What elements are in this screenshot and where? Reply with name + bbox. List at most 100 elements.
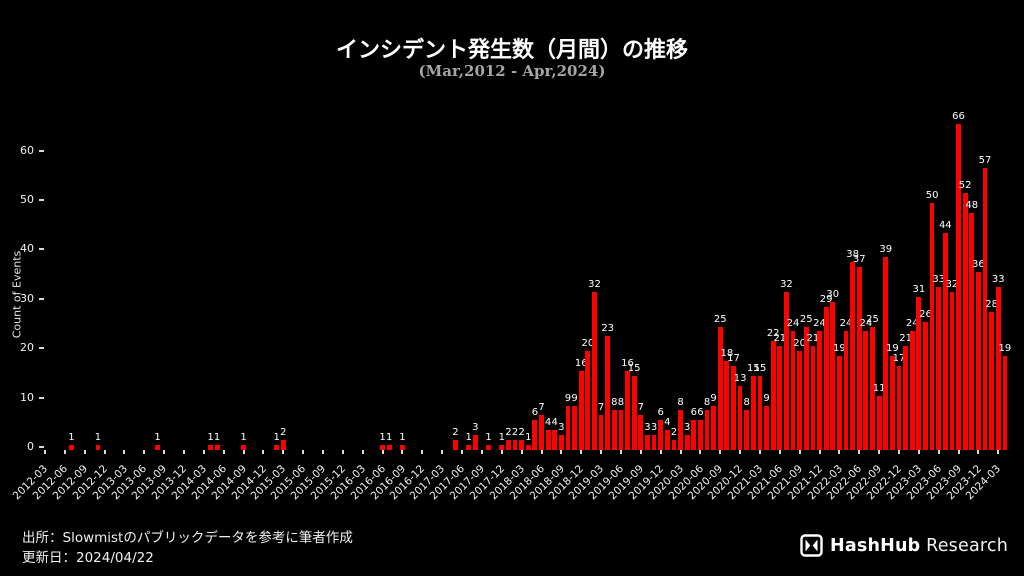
bar-value-label: 2	[452, 427, 459, 439]
bar-value-label: 2	[511, 427, 519, 439]
bar-2023-04	[923, 321, 928, 450]
bar-value-label: 19	[998, 343, 1012, 355]
bar-2022-06	[856, 267, 862, 450]
bar-value-label: 4	[551, 417, 558, 429]
bar-2021-03	[757, 375, 763, 450]
bar-value-label: 31	[912, 283, 926, 295]
bar-value-label: 24	[839, 318, 853, 330]
x-tick-mark	[163, 450, 166, 454]
bar-2018-02	[512, 440, 518, 450]
bar-value-label: 36	[972, 259, 985, 271]
x-tick-mark	[441, 450, 444, 454]
bar-value-label: 3	[644, 422, 651, 434]
bar-2020-02	[671, 440, 677, 450]
bar-value-label: 6	[531, 407, 539, 419]
x-tick-mark	[560, 450, 563, 454]
bar-2019-03	[598, 415, 604, 450]
bar-value-label: 33	[991, 273, 1005, 285]
bar-2019-11	[651, 435, 657, 450]
bar-value-label: 8	[703, 397, 711, 409]
x-tick-mark	[639, 450, 642, 454]
bar-2022-12	[896, 366, 902, 450]
bar-value-label: 21	[899, 333, 912, 345]
x-tick-mark	[83, 450, 86, 454]
x-tick-mark	[758, 450, 761, 454]
bar-2018-03	[519, 440, 525, 450]
bar-2017-07	[466, 445, 472, 450]
bar-value-label: 9	[710, 392, 717, 404]
bar-2017-05	[453, 440, 458, 450]
x-tick-mark	[500, 450, 503, 454]
x-tick-mark	[183, 450, 186, 454]
bar-value-label: 22	[766, 328, 780, 340]
bar-value-label: 1	[213, 432, 221, 444]
bar-value-label: 9	[763, 392, 770, 404]
bar-value-label: 18	[720, 348, 734, 360]
bar-2020-03	[678, 410, 683, 450]
bar-value-label: 8	[611, 397, 618, 409]
bar-2020-04	[684, 435, 690, 450]
bar-2022-07	[863, 331, 869, 450]
bar-2012-11	[95, 445, 101, 450]
bar-2018-08	[552, 430, 558, 450]
bar-value-label: 1	[273, 432, 280, 444]
bar-2016-07	[386, 445, 392, 450]
bar-value-label: 38	[846, 249, 859, 261]
y-tick-mark	[39, 248, 44, 251]
y-tick-mark	[39, 297, 44, 300]
bar-2016-09	[400, 445, 405, 450]
logo-text: HashHub Research	[830, 536, 1008, 556]
x-tick-mark	[202, 450, 205, 454]
x-tick-mark	[540, 450, 543, 454]
bar-2021-11	[810, 346, 816, 450]
bar-2021-01	[744, 410, 750, 450]
bar-2020-05	[691, 420, 697, 450]
bar-2024-04	[1002, 356, 1008, 450]
bar-value-label: 3	[558, 422, 565, 434]
x-tick-mark	[461, 450, 464, 454]
bar-2023-03	[916, 296, 922, 450]
x-tick-mark	[619, 450, 622, 454]
bar-2021-12	[817, 331, 822, 450]
y-tick-mark	[39, 347, 44, 350]
bar-value-label: 66	[952, 110, 965, 122]
bar-value-label: 16	[621, 357, 634, 369]
bar-value-label: 23	[601, 323, 615, 335]
bar-value-label: 7	[637, 402, 644, 414]
bar-2019-09	[638, 415, 644, 450]
bar-2020-07	[704, 410, 710, 450]
bar-value-label: 7	[538, 402, 545, 414]
x-tick-mark	[739, 450, 742, 454]
x-tick-mark	[361, 450, 364, 454]
x-tick-mark	[222, 450, 225, 454]
bar-value-label: 33	[932, 273, 946, 285]
bar-2021-04	[764, 405, 769, 450]
bar-value-label: 1	[94, 432, 102, 444]
bar-2021-10	[803, 326, 809, 450]
bar-value-label: 17	[727, 353, 740, 365]
bar-value-label: 1	[525, 432, 532, 444]
bar-value-label: 4	[664, 417, 671, 429]
bar-2015-02	[274, 445, 280, 450]
bar-2022-05	[850, 262, 856, 450]
bar-value-label: 8	[677, 397, 684, 409]
source-note: 出所：Slowmistのパブリックデータを参考に筆者作成	[22, 530, 353, 546]
footer-note: 出所：Slowmistのパブリックデータを参考に筆者作成 更新日：2024/04…	[22, 528, 353, 568]
bar-value-label: 25	[713, 313, 727, 325]
bar-value-label: 2	[280, 427, 287, 439]
bar-value-label: 25	[866, 313, 879, 325]
x-tick-mark	[679, 450, 682, 454]
bar-2014-04	[208, 445, 213, 450]
bar-value-label: 24	[859, 318, 873, 330]
y-tick-label: 40	[20, 242, 34, 256]
bar-2022-03	[837, 356, 842, 450]
x-tick-mark	[818, 450, 821, 454]
bar-2019-05	[611, 410, 617, 450]
bar-value-label: 8	[617, 397, 625, 409]
bar-2014-09	[241, 445, 246, 450]
x-tick-mark	[302, 450, 305, 454]
bar-2018-10	[565, 405, 571, 450]
y-tick-label: 0	[27, 440, 34, 453]
bar-2013-08	[155, 445, 160, 450]
y-tick-mark	[39, 149, 44, 152]
